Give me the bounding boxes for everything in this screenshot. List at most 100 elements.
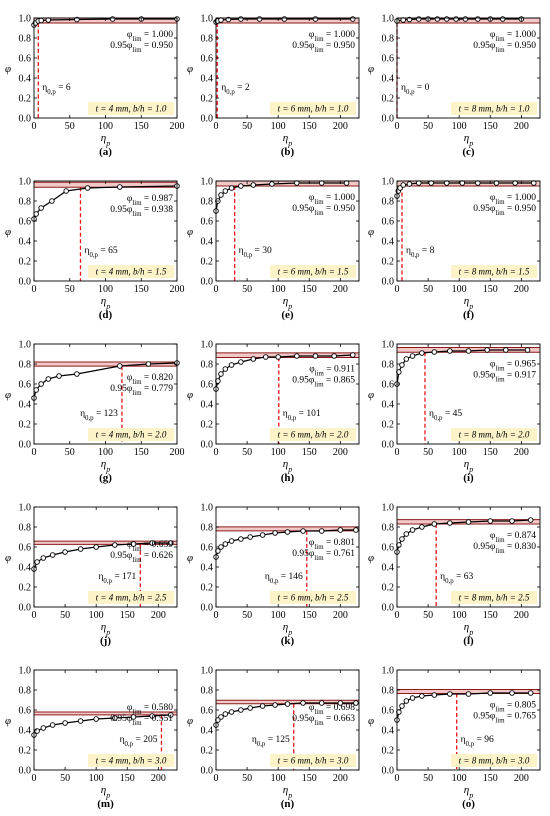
y-tick-label: 0.6 bbox=[19, 706, 32, 717]
y-tick-label: 0.8 bbox=[201, 523, 214, 534]
eta0-label: η0,p = 123 bbox=[80, 409, 118, 422]
data-point bbox=[431, 692, 438, 698]
x-tick-label: 100 bbox=[452, 610, 467, 621]
y-tick-label: 0.0 bbox=[382, 766, 395, 777]
condition-box bbox=[270, 754, 356, 767]
y-tick-label: 0.4 bbox=[19, 726, 32, 737]
plot-frame bbox=[215, 506, 360, 608]
phi-lim-label: φlim = 1.000 bbox=[309, 193, 355, 206]
y-tick-label: 0.0 bbox=[201, 766, 214, 777]
y-tick-label: 0.8 bbox=[19, 360, 32, 371]
data-point bbox=[403, 531, 410, 537]
data-point bbox=[77, 546, 84, 552]
x-axis-label: ηp bbox=[464, 621, 473, 637]
data-point bbox=[238, 359, 244, 365]
data-point bbox=[130, 541, 137, 547]
condition-label: t = 4 mm, b/h = 2.0 bbox=[96, 430, 167, 440]
data-point bbox=[238, 183, 244, 189]
phi-95-label: 0.95φlim = 0.938 bbox=[110, 205, 173, 218]
y-tick-label: 0.6 bbox=[382, 380, 395, 391]
plot-frame bbox=[396, 180, 541, 282]
data-point bbox=[487, 518, 494, 524]
data-point bbox=[62, 720, 68, 726]
data-point bbox=[45, 376, 52, 382]
x-tick-label: 0 bbox=[32, 284, 37, 295]
data-point bbox=[272, 702, 278, 708]
data-point bbox=[218, 371, 224, 377]
data-point bbox=[218, 714, 224, 720]
data-point bbox=[93, 716, 99, 722]
data-point bbox=[465, 519, 472, 525]
chart-panel-l: 0.0 0.2 0.4 0.6 0.8 1.0 0 50 100 150 200 ηp φ φlim = … bbox=[368, 503, 541, 647]
x-tick-label: 200 bbox=[514, 121, 529, 132]
data-point bbox=[222, 188, 229, 194]
y-tick-label: 0.0 bbox=[201, 114, 214, 125]
data-point bbox=[250, 356, 257, 362]
phi-lim-label: φlim = 1.000 bbox=[127, 30, 173, 43]
x-tick-label: 0 bbox=[32, 773, 37, 784]
panel-label: (c) bbox=[462, 146, 475, 158]
x-tick-label: 50 bbox=[423, 610, 433, 621]
data-point bbox=[228, 709, 235, 715]
phi-lim-label: φlim = 1.000 bbox=[490, 30, 536, 43]
y-tick-label: 0.0 bbox=[201, 277, 214, 288]
y-tick-label: 1.0 bbox=[19, 177, 32, 188]
y-tick-label: 0.2 bbox=[19, 746, 32, 757]
data-point bbox=[222, 541, 229, 547]
y-tick-label: 0.4 bbox=[201, 726, 214, 737]
y-tick-label: 0.0 bbox=[382, 114, 395, 125]
x-tick-label: 0 bbox=[395, 610, 400, 621]
x-tick-label: 150 bbox=[483, 284, 498, 295]
x-tick-label: 150 bbox=[302, 773, 317, 784]
data-point bbox=[312, 353, 319, 359]
data-point bbox=[294, 353, 300, 359]
x-tick-label: 150 bbox=[302, 447, 317, 458]
phi-95-label: 0.95φlim = 0.626 bbox=[110, 551, 173, 564]
y-tick-label: 0.6 bbox=[19, 380, 32, 391]
x-tick-label: 150 bbox=[483, 773, 498, 784]
y-axis-label: φ bbox=[187, 226, 193, 238]
x-tick-label: 200 bbox=[514, 284, 529, 295]
data-point bbox=[353, 527, 359, 533]
panel-label: (b) bbox=[281, 146, 295, 158]
y-tick-label: 1.0 bbox=[201, 666, 214, 677]
condition-label: t = 4 mm, b/h = 3.0 bbox=[96, 756, 167, 766]
y-tick-label: 1.0 bbox=[19, 14, 32, 25]
data-point bbox=[38, 381, 44, 387]
chart-panel-f: 0.0 0.2 0.4 0.6 0.8 1.0 0 50 100 150 200 ηp φ φlim = … bbox=[368, 177, 541, 321]
data-point bbox=[77, 718, 84, 724]
phi-95-label: 0.95φlim = 0.765 bbox=[473, 712, 536, 725]
chart-panel-g: 0.0 0.2 0.4 0.6 0.8 1.0 0 50 100 150 200 ηp φ φlim = … bbox=[5, 340, 185, 485]
y-tick-label: 1.0 bbox=[19, 340, 32, 351]
data-point bbox=[34, 559, 40, 565]
data-point bbox=[350, 352, 356, 358]
data-point bbox=[56, 373, 62, 379]
data-point bbox=[112, 542, 118, 548]
data-point bbox=[353, 700, 359, 706]
data-point bbox=[284, 701, 291, 707]
data-point bbox=[130, 714, 137, 720]
data-point bbox=[40, 725, 47, 731]
data-point bbox=[218, 544, 224, 550]
chart-panel-k: 0.0 0.2 0.4 0.6 0.8 1.0 0 50 100 150 200 ηp φ φlim = … bbox=[187, 503, 360, 647]
y-tick-label: 0.0 bbox=[201, 440, 214, 451]
x-tick-label: 100 bbox=[271, 284, 286, 295]
phi-lim-label: φlim = 0.659 bbox=[127, 540, 173, 553]
x-tick-label: 200 bbox=[333, 610, 348, 621]
y-tick-label: 0.0 bbox=[382, 277, 395, 288]
condition-box bbox=[88, 754, 174, 767]
eta0-label: η0,p = 65 bbox=[84, 246, 117, 259]
eta0-label: η0,p = 146 bbox=[265, 572, 303, 585]
x-tick-label: 150 bbox=[120, 773, 135, 784]
x-axis-label: ηp bbox=[283, 784, 292, 800]
x-tick-label: 0 bbox=[395, 773, 400, 784]
x-tick-label: 50 bbox=[60, 773, 70, 784]
x-tick-label: 150 bbox=[302, 121, 317, 132]
panel-label: (d) bbox=[99, 309, 113, 321]
x-axis-label: ηp bbox=[101, 295, 110, 311]
data-point bbox=[524, 347, 531, 353]
data-point bbox=[247, 534, 253, 540]
phi-95-label: 0.95φlim = 0.865 bbox=[292, 376, 355, 389]
condition-label: t = 8 mm, b/h = 1.5 bbox=[459, 267, 530, 277]
data-point bbox=[149, 540, 155, 546]
